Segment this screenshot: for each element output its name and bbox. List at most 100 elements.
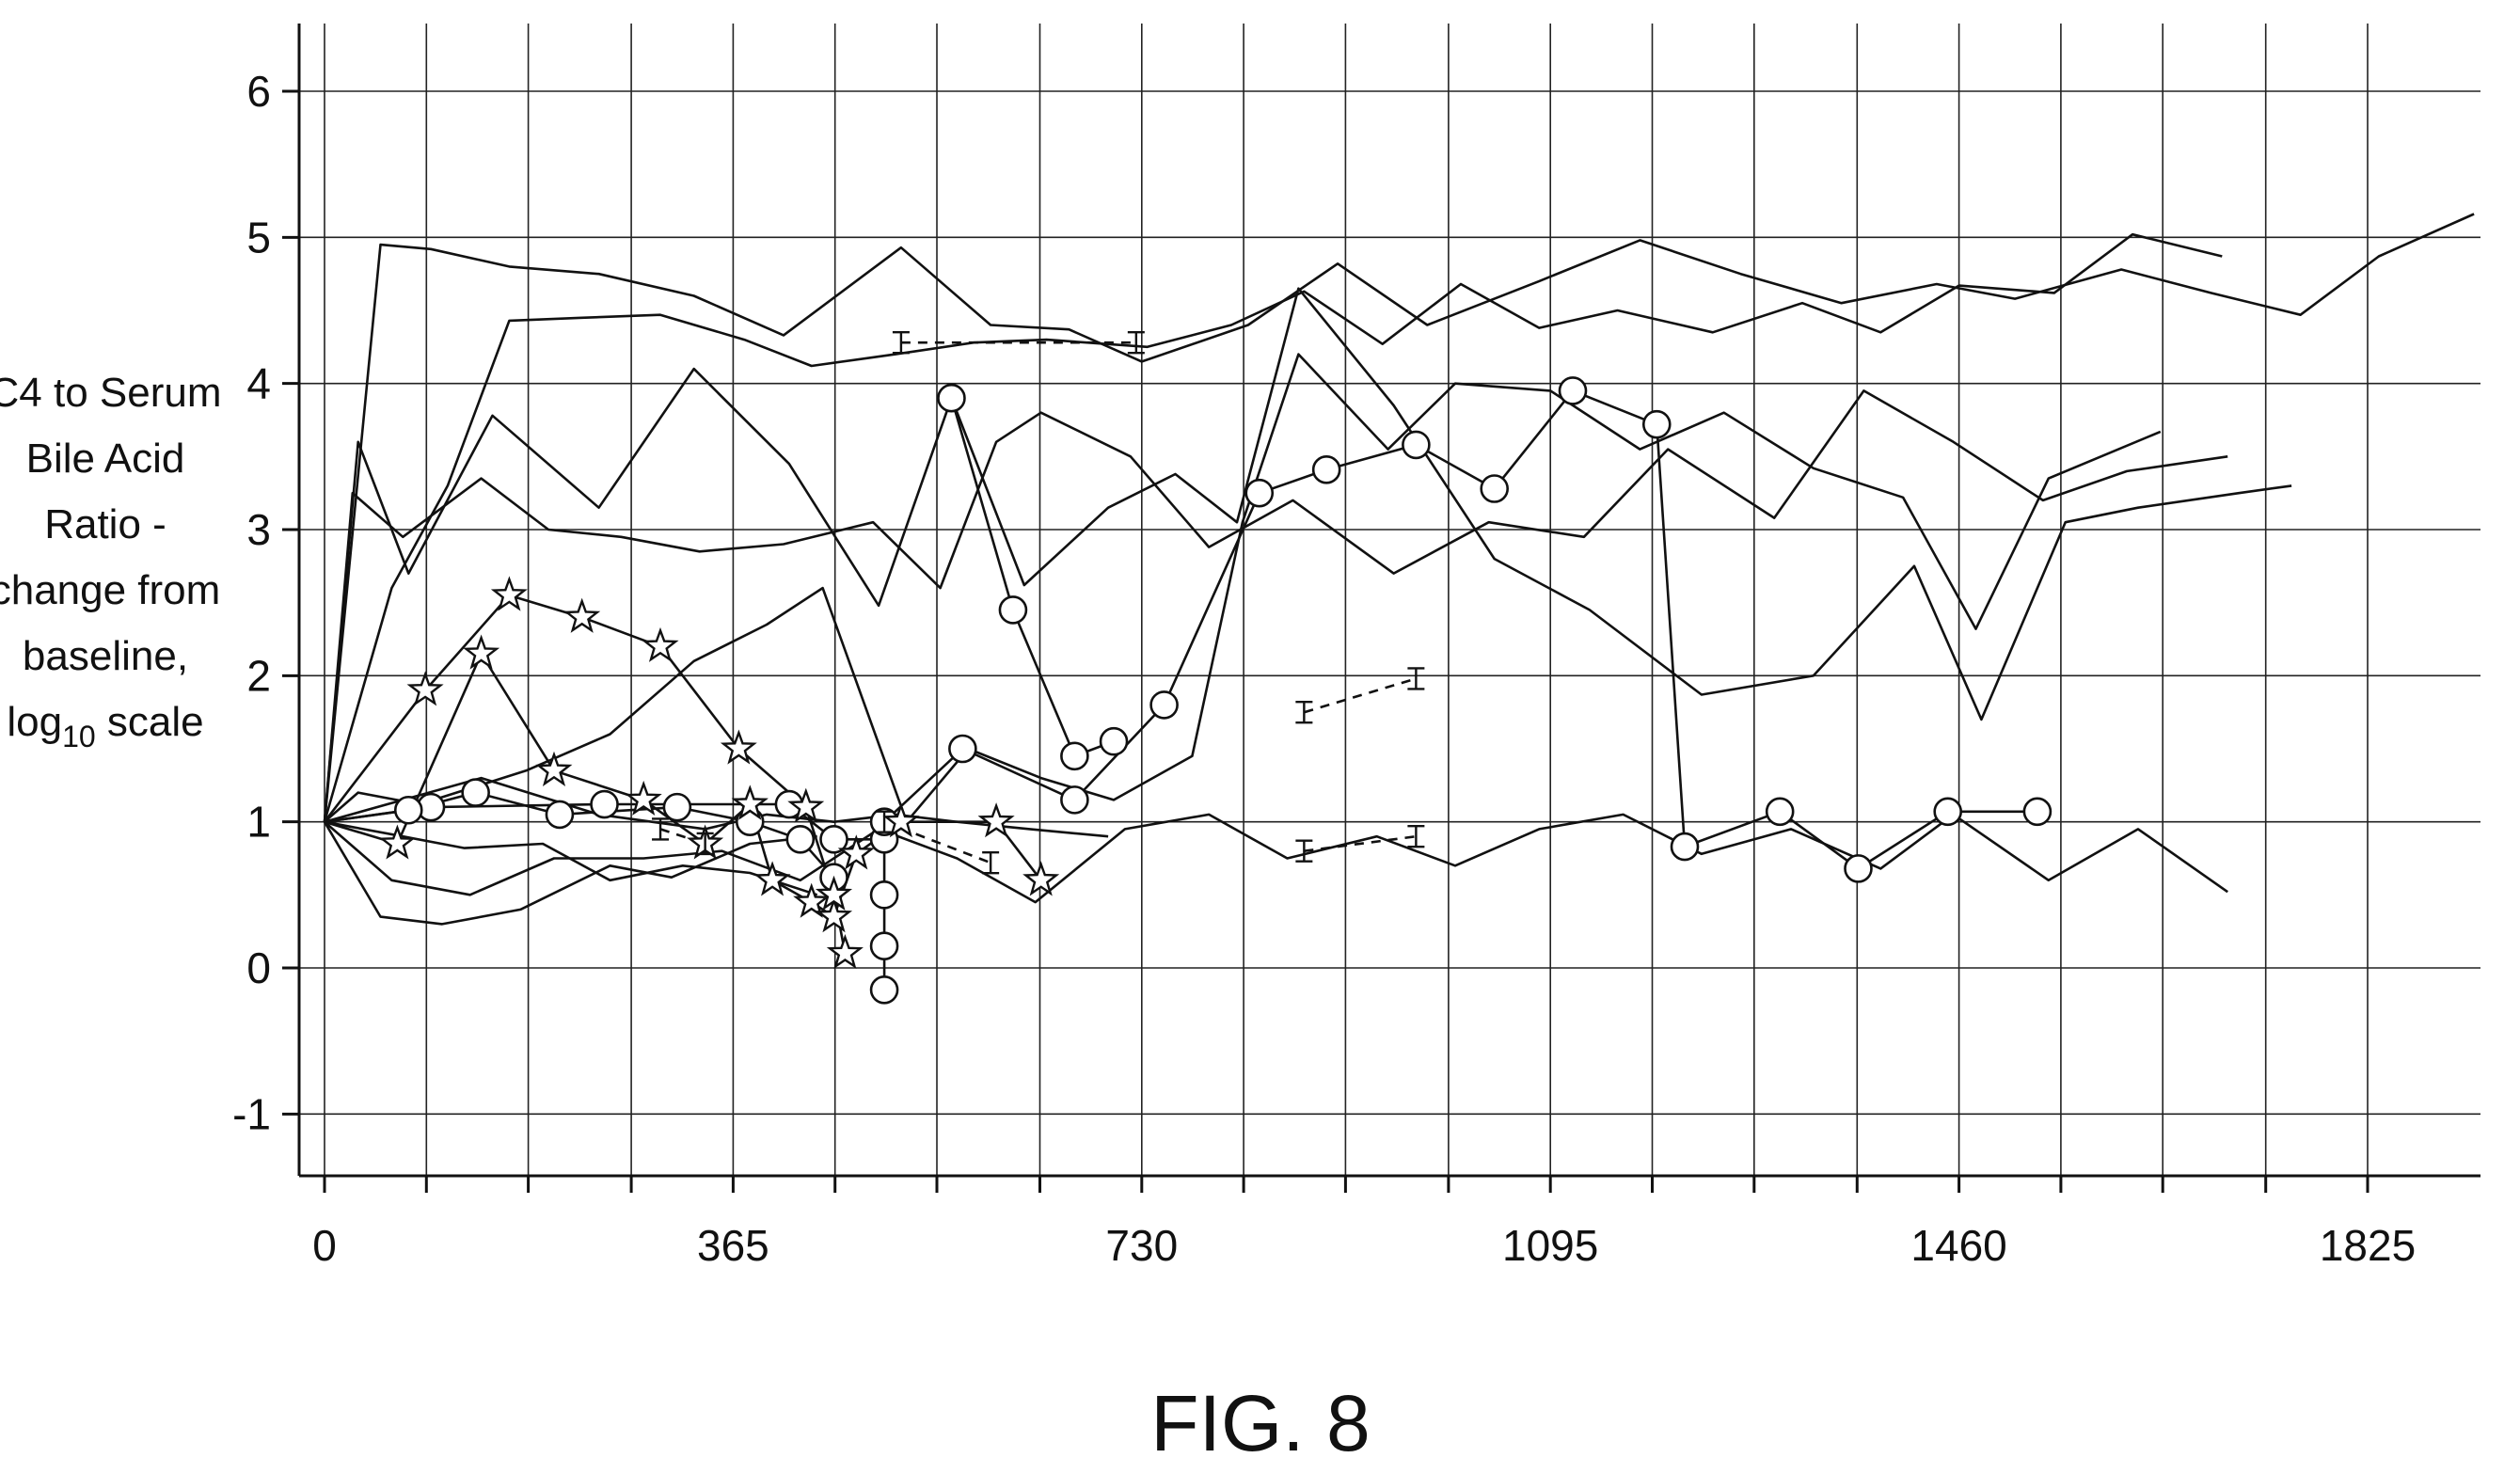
- circle-marker: [785, 825, 816, 854]
- circle-marker: [1641, 409, 1672, 439]
- y-tick-label: 1: [246, 798, 271, 847]
- circle-marker: [1933, 797, 1962, 827]
- series-line: [324, 776, 1109, 838]
- series-line: [950, 397, 1115, 758]
- star-marker: [731, 785, 769, 820]
- error-bar-marker: [1295, 700, 1313, 724]
- circle-marker: [393, 795, 423, 825]
- y-tick-label: -1: [232, 1089, 271, 1138]
- star-marker: [378, 824, 416, 860]
- axes: [297, 24, 2480, 1178]
- y-axis-label-line-5: baseline,: [23, 633, 188, 679]
- dashed-segment: [1304, 677, 1417, 714]
- y-tick-label: 2: [246, 651, 271, 700]
- y-tick-label: 3: [246, 505, 271, 554]
- circle-marker: [2022, 797, 2052, 827]
- circle-marker: [1402, 430, 1431, 460]
- circle-marker: [937, 383, 966, 413]
- error-bar-marker: [1407, 667, 1425, 690]
- series-line: [323, 287, 2292, 822]
- star-marker: [837, 834, 875, 870]
- circle-marker: [1060, 785, 1089, 815]
- circle-marker: [545, 800, 575, 830]
- y-axis-label-line-1: C4 to Serum: [0, 370, 221, 416]
- x-tick-label: 730: [1105, 1221, 1178, 1270]
- circle-marker: [1670, 832, 1700, 862]
- error-bar-marker: [652, 817, 670, 841]
- circle-marker: [590, 789, 619, 819]
- series-line: [323, 821, 817, 926]
- y-axis-label-line-3: Ratio -: [44, 501, 166, 547]
- circle-marker: [869, 880, 899, 910]
- star-marker: [642, 626, 679, 662]
- circle-marker: [1099, 726, 1129, 756]
- star-marker: [406, 671, 444, 706]
- star-marker: [535, 751, 573, 786]
- y-tick-label: 0: [246, 943, 271, 992]
- circle-marker: [1149, 690, 1179, 720]
- series-line: [323, 389, 2228, 822]
- series-line: [323, 232, 2223, 823]
- star-marker: [815, 875, 853, 911]
- x-tick-label: 1460: [1910, 1221, 2006, 1270]
- star-marker: [977, 802, 1015, 838]
- x-tick-label: 1095: [1502, 1221, 1598, 1270]
- circle-marker: [735, 807, 765, 836]
- figure-label: FIG. 8: [1150, 1379, 1370, 1467]
- x-tick-label: 0: [312, 1221, 337, 1270]
- y-tick-label: 4: [246, 359, 271, 408]
- series-line: [883, 389, 2037, 870]
- y-axis-label-scale: scale: [96, 699, 204, 745]
- dashed-segment: [1304, 834, 1417, 852]
- series-line: [323, 213, 2475, 822]
- y-axis-label-subscript: 10: [62, 720, 96, 753]
- error-bar-marker: [892, 330, 910, 355]
- error-bar-marker: [1407, 825, 1425, 848]
- y-axis-label-log: log: [7, 699, 62, 745]
- tick-labels: -1 0 1 2 3 4 5 6 0 365 730 1095 1460 1825: [232, 67, 2416, 1270]
- circle-marker: [819, 825, 848, 854]
- y-axis-label-line-4: change from: [0, 567, 220, 613]
- circle-marker: [662, 792, 692, 822]
- circle-marker: [1765, 797, 1795, 827]
- y-axis-label: C4 to Serum Bile Acid Ratio - change fro…: [0, 370, 221, 753]
- star-marker: [625, 780, 662, 816]
- series-markers: [378, 330, 2052, 1005]
- y-tick-label: 5: [246, 213, 271, 262]
- circle-marker: [461, 778, 490, 807]
- circle-marker: [1480, 474, 1509, 503]
- circle-marker: [1244, 478, 1275, 508]
- star-marker: [815, 897, 853, 933]
- grid: [299, 24, 2480, 1176]
- x-tick-label: 1825: [2320, 1221, 2416, 1270]
- y-axis-label-line-2: Bile Acid: [26, 436, 185, 482]
- circle-marker: [1060, 741, 1089, 771]
- series-line: [324, 353, 2162, 824]
- circle-marker: [1311, 455, 1341, 484]
- series-line: [324, 813, 2228, 904]
- x-tick-label: 365: [697, 1221, 769, 1270]
- star-marker: [490, 576, 528, 611]
- circle-marker: [869, 931, 899, 961]
- y-tick-label: 6: [246, 67, 271, 116]
- star-marker: [753, 861, 791, 896]
- series-lines: [323, 213, 2475, 991]
- error-bar-marker: [876, 810, 894, 833]
- circle-marker: [948, 734, 977, 764]
- series-line: [323, 594, 847, 954]
- error-bar-marker: [1127, 330, 1145, 355]
- y-axis-label-line-6: log10 scale: [7, 699, 203, 753]
- star-marker: [463, 634, 500, 670]
- circle-marker: [1558, 376, 1588, 405]
- star-marker: [720, 729, 757, 765]
- error-bar-marker: [696, 832, 714, 856]
- circle-marker: [869, 975, 899, 1005]
- star-marker: [826, 933, 864, 970]
- error-bar-marker: [982, 850, 1000, 875]
- error-bar-marker: [1295, 839, 1313, 863]
- star-marker: [1022, 861, 1060, 896]
- star-marker: [882, 802, 920, 838]
- circle-marker: [998, 595, 1028, 625]
- star-marker: [787, 787, 825, 823]
